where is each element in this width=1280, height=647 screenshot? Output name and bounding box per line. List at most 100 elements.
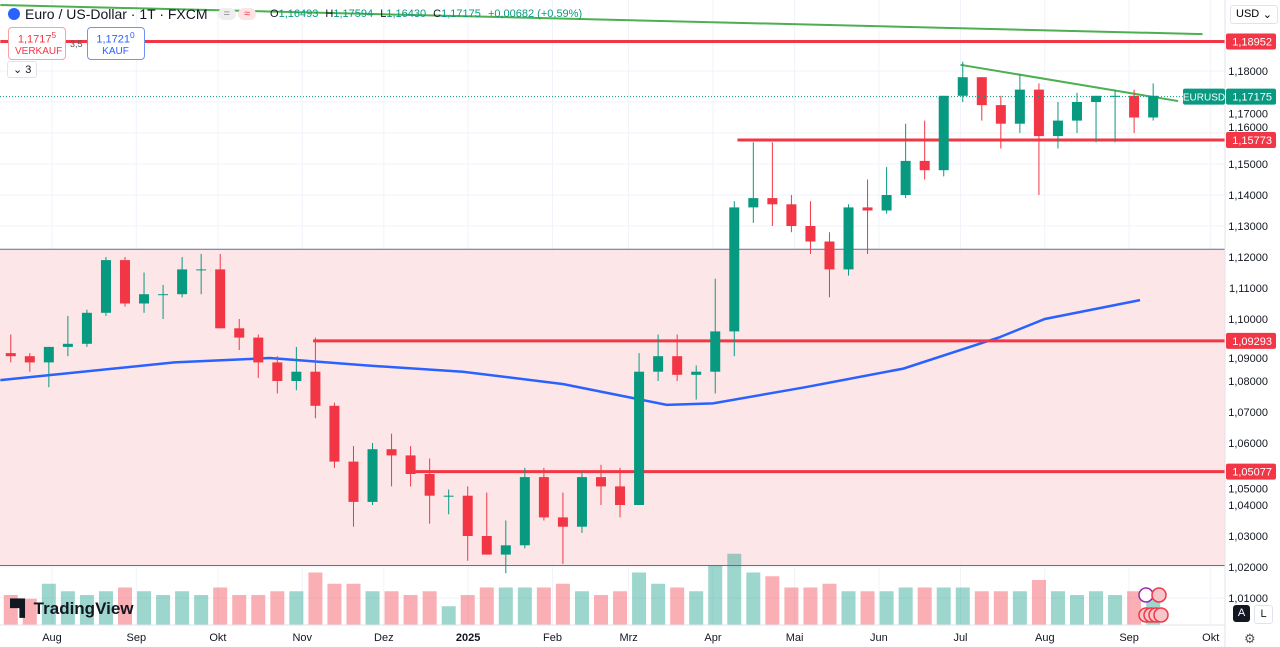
volume-bar: [498, 587, 513, 625]
time-tick-label: Sep: [1119, 632, 1139, 644]
level-price-label: 1,15773: [1232, 135, 1272, 147]
currency-select[interactable]: USD ⌄: [1230, 5, 1278, 24]
volume-bar: [936, 587, 951, 625]
moving-average-line: [0, 298, 1141, 407]
trendline: [960, 63, 1179, 103]
volume-bar: [1070, 595, 1084, 625]
candle-body: [405, 455, 416, 474]
volume-bar: [879, 591, 894, 625]
candle-body: [729, 207, 740, 332]
candle-body: [1014, 89, 1025, 124]
ohlc-readout: O1,16493 H1,17594 L1,16430 C1,17175 +0,0…: [270, 8, 583, 20]
volume-bar: [1012, 591, 1027, 625]
volume-bar: [1050, 591, 1065, 625]
sell-button[interactable]: 1,17175 VERKAUF: [8, 27, 66, 61]
volume-bar: [232, 595, 247, 625]
volume-bar: [727, 553, 742, 625]
price-tick-label: 1,10000: [1228, 314, 1268, 326]
candle-body: [386, 449, 397, 456]
volume-bar: [22, 598, 37, 625]
buy-button[interactable]: 1,17210 KAUF: [86, 27, 145, 61]
settings-icon[interactable]: ⚙: [1244, 631, 1256, 646]
candle-body: [1033, 89, 1044, 137]
trendline: [0, 3, 1203, 36]
price-tick-label: 1,15000: [1228, 159, 1268, 171]
last-price-label: 1,17175: [1232, 92, 1272, 104]
candle-body: [596, 477, 606, 487]
price-tick-label: 1,04000: [1228, 500, 1268, 512]
candle-body: [62, 343, 73, 347]
volume-bar: [822, 583, 837, 625]
volume-bar: [41, 583, 56, 625]
symbol-tag: [1183, 88, 1225, 105]
volume-bar: [1127, 591, 1142, 625]
candle-body: [158, 294, 169, 296]
candle-body: [24, 356, 35, 363]
candle-body: [672, 356, 683, 375]
volume-bar: [555, 583, 570, 625]
auto-scale-button[interactable]: A: [1233, 605, 1250, 622]
candle-body: [100, 260, 111, 313]
volume-bar: [632, 572, 647, 625]
candle-body: [43, 346, 54, 363]
volume-bar: [765, 576, 780, 625]
volume-bar: [689, 591, 704, 625]
candle-body: [462, 495, 473, 536]
price-tick-label: 1,11000: [1229, 283, 1268, 295]
candle-body: [310, 371, 321, 406]
candle-body: [1091, 95, 1102, 102]
level-price-tag: [1226, 132, 1276, 149]
candle-body: [481, 536, 492, 555]
candle-body: [177, 269, 188, 295]
us-flag-event-icon: [1151, 587, 1167, 603]
volume-bar: [613, 591, 628, 625]
volume-bar: [898, 587, 913, 625]
volume-bar: [1108, 595, 1123, 625]
time-tick-label: Mai: [786, 632, 804, 644]
candle-body: [139, 294, 150, 304]
time-tick-label: Nov: [292, 632, 312, 644]
volume-bar: [784, 587, 799, 625]
time-tick-label: Aug: [1035, 632, 1055, 644]
candle-body: [805, 226, 816, 242]
candle-body: [786, 204, 797, 226]
candle-body: [272, 362, 283, 381]
candle-body: [1110, 95, 1121, 97]
log-scale-button[interactable]: L: [1254, 605, 1273, 624]
candle-body: [615, 486, 626, 505]
time-tick-label: Sep: [127, 632, 147, 644]
price-tick-label: 1,13000: [1228, 221, 1268, 233]
price-tick-label: 1,12000: [1228, 252, 1268, 264]
volume-bar: [517, 587, 532, 625]
price-tick-label: 1,18000: [1228, 66, 1268, 78]
volume-bar: [460, 595, 475, 625]
candle-body: [1148, 95, 1159, 118]
volume-bar: [403, 595, 418, 625]
volume-bar: [536, 587, 551, 625]
candle-body: [976, 77, 987, 106]
volume-bar: [670, 587, 685, 625]
candle-body: [1052, 120, 1063, 137]
symbol-status-pill[interactable]: =: [217, 8, 236, 20]
level-price-tag: [1226, 33, 1276, 50]
candle-body: [120, 260, 130, 304]
candle-body: [843, 207, 854, 270]
volume-bar: [746, 572, 761, 625]
symbol-title[interactable]: Euro / US-Dollar · 1T · FXCM: [25, 6, 208, 22]
volume-bar: [441, 606, 456, 625]
time-tick-label: Jun: [870, 632, 888, 644]
indicators-toggle[interactable]: ⌄ 3: [7, 61, 38, 78]
volume-bar: [1031, 580, 1046, 625]
price-tick-label: 1,03000: [1228, 531, 1268, 543]
candle-body: [424, 474, 435, 496]
candle-body: [653, 356, 664, 372]
market-status-pill[interactable]: ≈: [237, 8, 257, 20]
volume-bar: [479, 587, 494, 625]
candle-body: [329, 405, 340, 462]
tradingview-logo: ▀▌ TradingView: [10, 599, 134, 618]
last-price-tag: [1226, 88, 1276, 105]
chevron-down-icon: ⌄: [1262, 9, 1272, 21]
volume-bar: [365, 591, 380, 625]
volume-bar: [194, 595, 209, 625]
